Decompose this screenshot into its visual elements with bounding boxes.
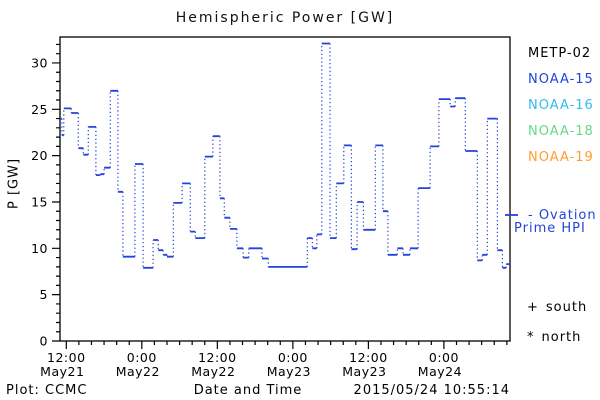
y-tick-label: 10 — [31, 241, 48, 256]
chart-title: Hemispheric Power [GW] — [175, 10, 395, 26]
x-tick-date-label: May22 — [191, 364, 235, 379]
ovation-legend-line1: - Ovation — [528, 208, 597, 223]
x-tick-time-label: 0:00 — [278, 350, 308, 365]
hpi-step-connectors — [61, 43, 507, 268]
x-tick-time-label: 0:00 — [127, 350, 157, 365]
north-marker-label: north — [541, 330, 582, 345]
y-tick-label: 0 — [40, 334, 48, 349]
x-tick-time-label: 12:00 — [198, 350, 237, 365]
south-marker-symbol: + — [527, 300, 539, 315]
legend-item-noaa-19: NOAA-19 — [528, 150, 594, 165]
north-marker-symbol: * — [527, 330, 535, 345]
legend-item-noaa-16: NOAA-16 — [528, 98, 594, 113]
legend-item-noaa-15: NOAA-15 — [528, 72, 594, 87]
axis-ticks — [52, 43, 508, 349]
hpi-step-levels — [60, 42, 510, 269]
x-tick-date-label: May23 — [267, 364, 311, 379]
legend-item-noaa-18: NOAA-18 — [528, 124, 594, 139]
plot-box — [59, 36, 511, 342]
y-axis-label: P [GW] — [6, 157, 22, 210]
legend-item-metp-02: METP-02 — [528, 46, 592, 61]
ovation-legend-line2: Prime HPI — [514, 221, 586, 236]
x-axis-label: Date and Time — [193, 383, 303, 398]
south-marker-label: south — [545, 300, 588, 315]
y-tick-label: 30 — [31, 55, 48, 70]
legend-north: * north — [527, 330, 581, 345]
x-tick-date-label: May21 — [40, 364, 84, 379]
y-tick-label: 20 — [31, 148, 48, 163]
legend-south: + south — [527, 300, 587, 315]
x-tick-time-label: 12:00 — [349, 350, 388, 365]
plot-timestamp: 2015/05/24 10:55:14 — [353, 383, 510, 398]
plot-credit: Plot: CCMC — [6, 383, 88, 398]
x-tick-time-label: 0:00 — [429, 350, 459, 365]
y-tick-label: 5 — [40, 287, 48, 302]
y-tick-label: 25 — [31, 102, 48, 117]
x-tick-date-label: May22 — [116, 364, 160, 379]
y-tick-label: 15 — [31, 194, 48, 209]
x-tick-date-label: May24 — [418, 364, 462, 379]
x-tick-date-label: May23 — [342, 364, 386, 379]
x-tick-time-label: 12:00 — [47, 350, 86, 365]
